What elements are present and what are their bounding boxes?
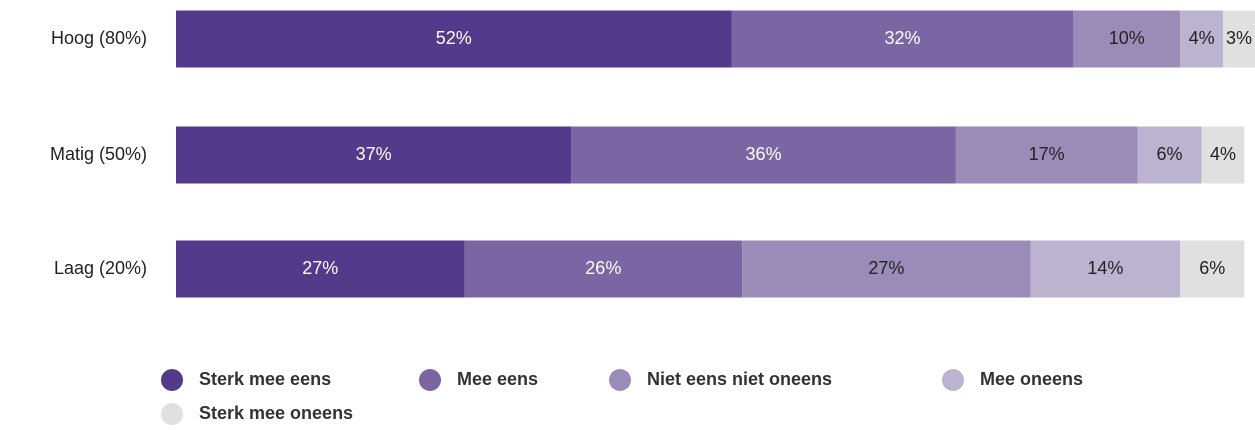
bar-segment [1073, 10, 1181, 68]
bar-segment [955, 126, 1138, 184]
value-label: 10% [1109, 28, 1145, 48]
legend-label: Niet eens niet oneens [647, 369, 832, 389]
legend-swatch [609, 369, 631, 391]
bar-segment [1180, 10, 1223, 68]
legend-swatch [161, 403, 183, 425]
bar-segment [176, 126, 572, 184]
bar-segment [176, 240, 465, 298]
bar-segment [731, 10, 1074, 68]
value-label: 6% [1199, 258, 1225, 278]
legend-swatch [419, 369, 441, 391]
value-label: 32% [884, 28, 920, 48]
legend-label: Sterk mee eens [199, 369, 331, 389]
category-label: Hoog (80%) [51, 28, 147, 48]
legend-swatch [942, 369, 964, 391]
value-label: 27% [868, 258, 904, 278]
bar-segment [1222, 10, 1255, 68]
bar-segment [1201, 126, 1245, 184]
bar-segment [176, 10, 732, 68]
category-label: Laag (20%) [54, 258, 147, 278]
value-label: 36% [746, 144, 782, 164]
value-label: 6% [1157, 144, 1183, 164]
legend-label: Sterk mee oneens [199, 403, 353, 423]
category-label: Matig (50%) [50, 144, 147, 164]
bar-segment [1030, 240, 1181, 298]
bar-segment [571, 126, 956, 184]
bars: Hoog (80%) 52% 32% 10% 4% 3% Matig (50%) 37% 36%… [50, 10, 1255, 298]
bar-segment [1137, 126, 1202, 184]
value-label: 27% [302, 258, 338, 278]
legend-swatch [161, 369, 183, 391]
legend-label: Mee eens [457, 369, 538, 389]
legend: Sterk mee eens Mee eens Niet eens niet one… [161, 369, 1083, 425]
bar-segment [464, 240, 743, 298]
legend-label: Mee oneens [980, 369, 1083, 389]
value-label: 26% [585, 258, 621, 278]
value-label: 3% [1226, 28, 1252, 48]
value-label: 37% [356, 144, 392, 164]
value-label: 17% [1029, 144, 1065, 164]
value-label: 4% [1210, 144, 1236, 164]
value-label: 4% [1189, 28, 1215, 48]
value-label: 52% [436, 28, 472, 48]
value-label: 14% [1087, 258, 1123, 278]
bar-segment [1180, 240, 1245, 298]
bar-segment [742, 240, 1031, 298]
